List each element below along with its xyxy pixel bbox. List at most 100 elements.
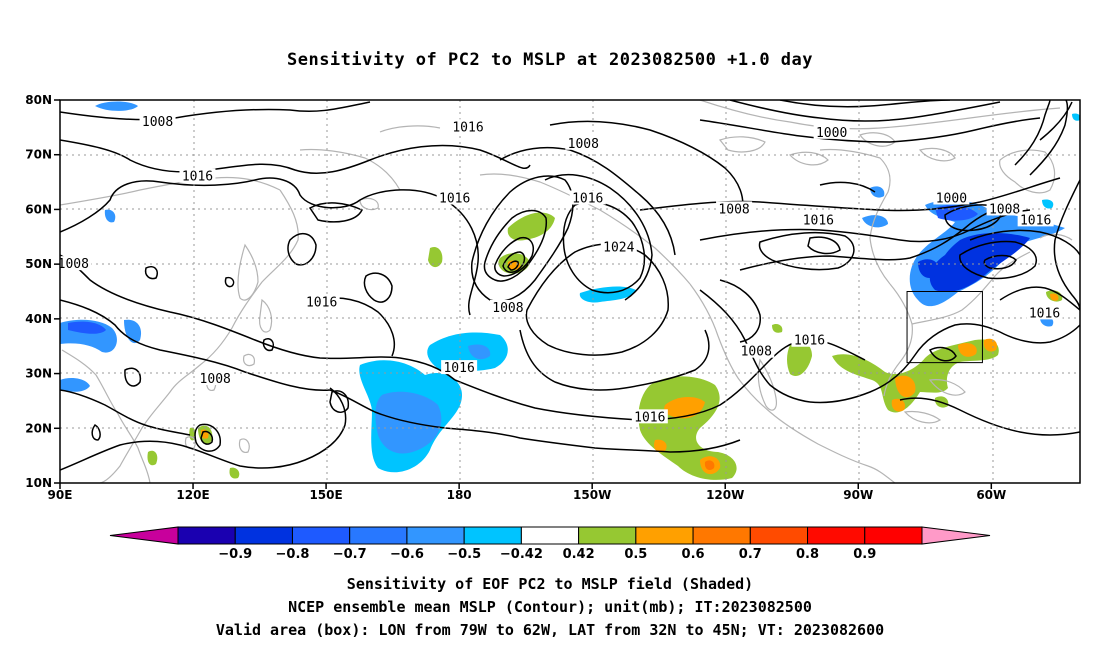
contour-label: 1008 xyxy=(142,115,173,130)
lat-tick-label: 80N xyxy=(25,93,52,107)
contour-label-bg xyxy=(791,332,828,347)
contour-label-bg xyxy=(565,135,602,150)
lat-tick-label: 40N xyxy=(25,312,52,326)
lat-lon-grid xyxy=(60,100,1080,483)
contour-label-bg xyxy=(179,168,216,183)
colorbar-label: 0.8 xyxy=(796,547,819,562)
lon-tick-label: 120W xyxy=(706,488,744,502)
contour-label-bg xyxy=(813,124,850,139)
lon-tick-label: 60W xyxy=(976,488,1006,502)
colorbar-segment xyxy=(406,526,465,545)
contour-label-bg xyxy=(986,201,1023,216)
contour-label: 1016 xyxy=(439,191,470,206)
colorbar-label: 0.5 xyxy=(624,547,647,562)
contour-label: 1016 xyxy=(1020,213,1051,228)
colorbar-min-triangle xyxy=(109,526,179,545)
lat-tick-label: 60N xyxy=(25,202,52,216)
lat-tick-label: 50N xyxy=(25,257,52,271)
lat-tick-label: 20N xyxy=(25,421,52,435)
lon-tick-label: 90E xyxy=(48,488,73,502)
contour-label-bg xyxy=(1017,212,1054,227)
contour-label: 1016 xyxy=(306,295,337,310)
contour-label-bg xyxy=(303,294,340,309)
contour-label: 1008 xyxy=(718,202,749,217)
contour-label-bg xyxy=(441,360,478,375)
contour-label: 1000 xyxy=(936,191,967,206)
colorbar-segment xyxy=(807,526,866,545)
colorbar-segment xyxy=(349,526,408,545)
colorbar-segment xyxy=(520,526,580,545)
colorbar-segment xyxy=(692,526,751,545)
colorbar-label: 0.7 xyxy=(739,547,762,562)
contour-label: 1016 xyxy=(794,334,825,349)
lon-tick-label: 180 xyxy=(447,488,472,502)
colorbar-segment xyxy=(291,526,351,545)
colorbar-segment xyxy=(578,526,637,545)
contour-label-bg xyxy=(716,201,753,216)
colorbar-segment xyxy=(635,526,694,545)
plot-frame xyxy=(59,99,1081,484)
lon-tick-label: 150W xyxy=(573,488,611,502)
colorbar-label: 0.42 xyxy=(563,547,595,562)
lon-tick-label: 150E xyxy=(309,488,342,502)
contour-label: 1008 xyxy=(989,202,1020,217)
contour-label-bg xyxy=(569,190,606,205)
colorbar-label: −0.9 xyxy=(218,547,252,562)
contour-label: 1016 xyxy=(443,361,474,376)
contour-label-bg xyxy=(1026,305,1063,320)
contour-label-bg xyxy=(197,371,234,386)
lat-tick-label: 70N xyxy=(25,148,52,162)
contour-label: 1016 xyxy=(634,410,665,425)
colorbar-label: −0.42 xyxy=(500,547,543,562)
contour-label-bg xyxy=(139,113,176,128)
contour-label-bg xyxy=(800,212,837,227)
contour-label: 1008 xyxy=(492,301,523,316)
contour-label: 1016 xyxy=(1029,306,1060,321)
colorbar-label: 0.6 xyxy=(682,547,705,562)
contour-label: 1016 xyxy=(452,120,483,135)
lat-tick-label: 30N xyxy=(25,367,52,381)
contour-label-bg xyxy=(436,190,473,205)
mslp-contours xyxy=(60,100,1080,471)
caption-line-3: Valid area (box): LON from 79W to 62W, L… xyxy=(215,621,885,639)
contour-label-bg xyxy=(450,119,486,134)
contour-label: 1016 xyxy=(182,170,213,185)
contour-label: 1008 xyxy=(568,137,599,152)
contour-label: 1016 xyxy=(572,191,603,206)
contour-label-bg xyxy=(933,190,970,205)
colorbar-segment xyxy=(234,526,293,545)
colorbar-label: −0.5 xyxy=(447,547,481,562)
contour-label-bg xyxy=(738,343,775,358)
colorbar-max-triangle xyxy=(921,526,991,545)
colorbar-segment xyxy=(864,526,923,545)
lon-tick-label: 90W xyxy=(843,488,873,502)
contour-label: 1008 xyxy=(58,257,89,272)
contour-label: 1000 xyxy=(816,126,847,141)
contour-label-bg xyxy=(60,256,92,271)
colorbar-label: −0.8 xyxy=(276,547,310,562)
contour-label-bg xyxy=(631,409,668,424)
contour-label: 1008 xyxy=(741,345,772,360)
colorbar: −0.9 −0.8 −0.7 −0.6 −0.5 −0.42 0.42 0.5 0.6 0.7 0.… xyxy=(109,526,991,562)
colorbar-segment xyxy=(463,526,522,545)
coastlines xyxy=(60,100,1073,483)
colorbar-segment xyxy=(177,526,236,545)
plot-title: Sensitivity of PC2 to MSLP at 2023082500… xyxy=(286,50,813,70)
caption-line-2: NCEP ensemble mean MSLP (Contour); unit(… xyxy=(288,598,812,616)
contour-label: 1024 xyxy=(603,241,634,256)
colorbar-segment xyxy=(749,526,809,545)
contour-label-bg xyxy=(600,239,637,254)
contour-label-bg xyxy=(489,299,526,314)
caption-line-1: Sensitivity of EOF PC2 to MSLP field (Sh… xyxy=(346,575,754,593)
colorbar-label: −0.7 xyxy=(333,547,367,562)
lat-tick-label: 10N xyxy=(25,476,52,490)
colorbar-label: −0.6 xyxy=(390,547,424,562)
contour-label: 1008 xyxy=(200,372,231,387)
contour-label: 1016 xyxy=(803,213,834,228)
lon-tick-label: 120E xyxy=(176,488,209,502)
colorbar-label: 0.9 xyxy=(853,547,876,562)
valid-area-box xyxy=(906,291,983,364)
